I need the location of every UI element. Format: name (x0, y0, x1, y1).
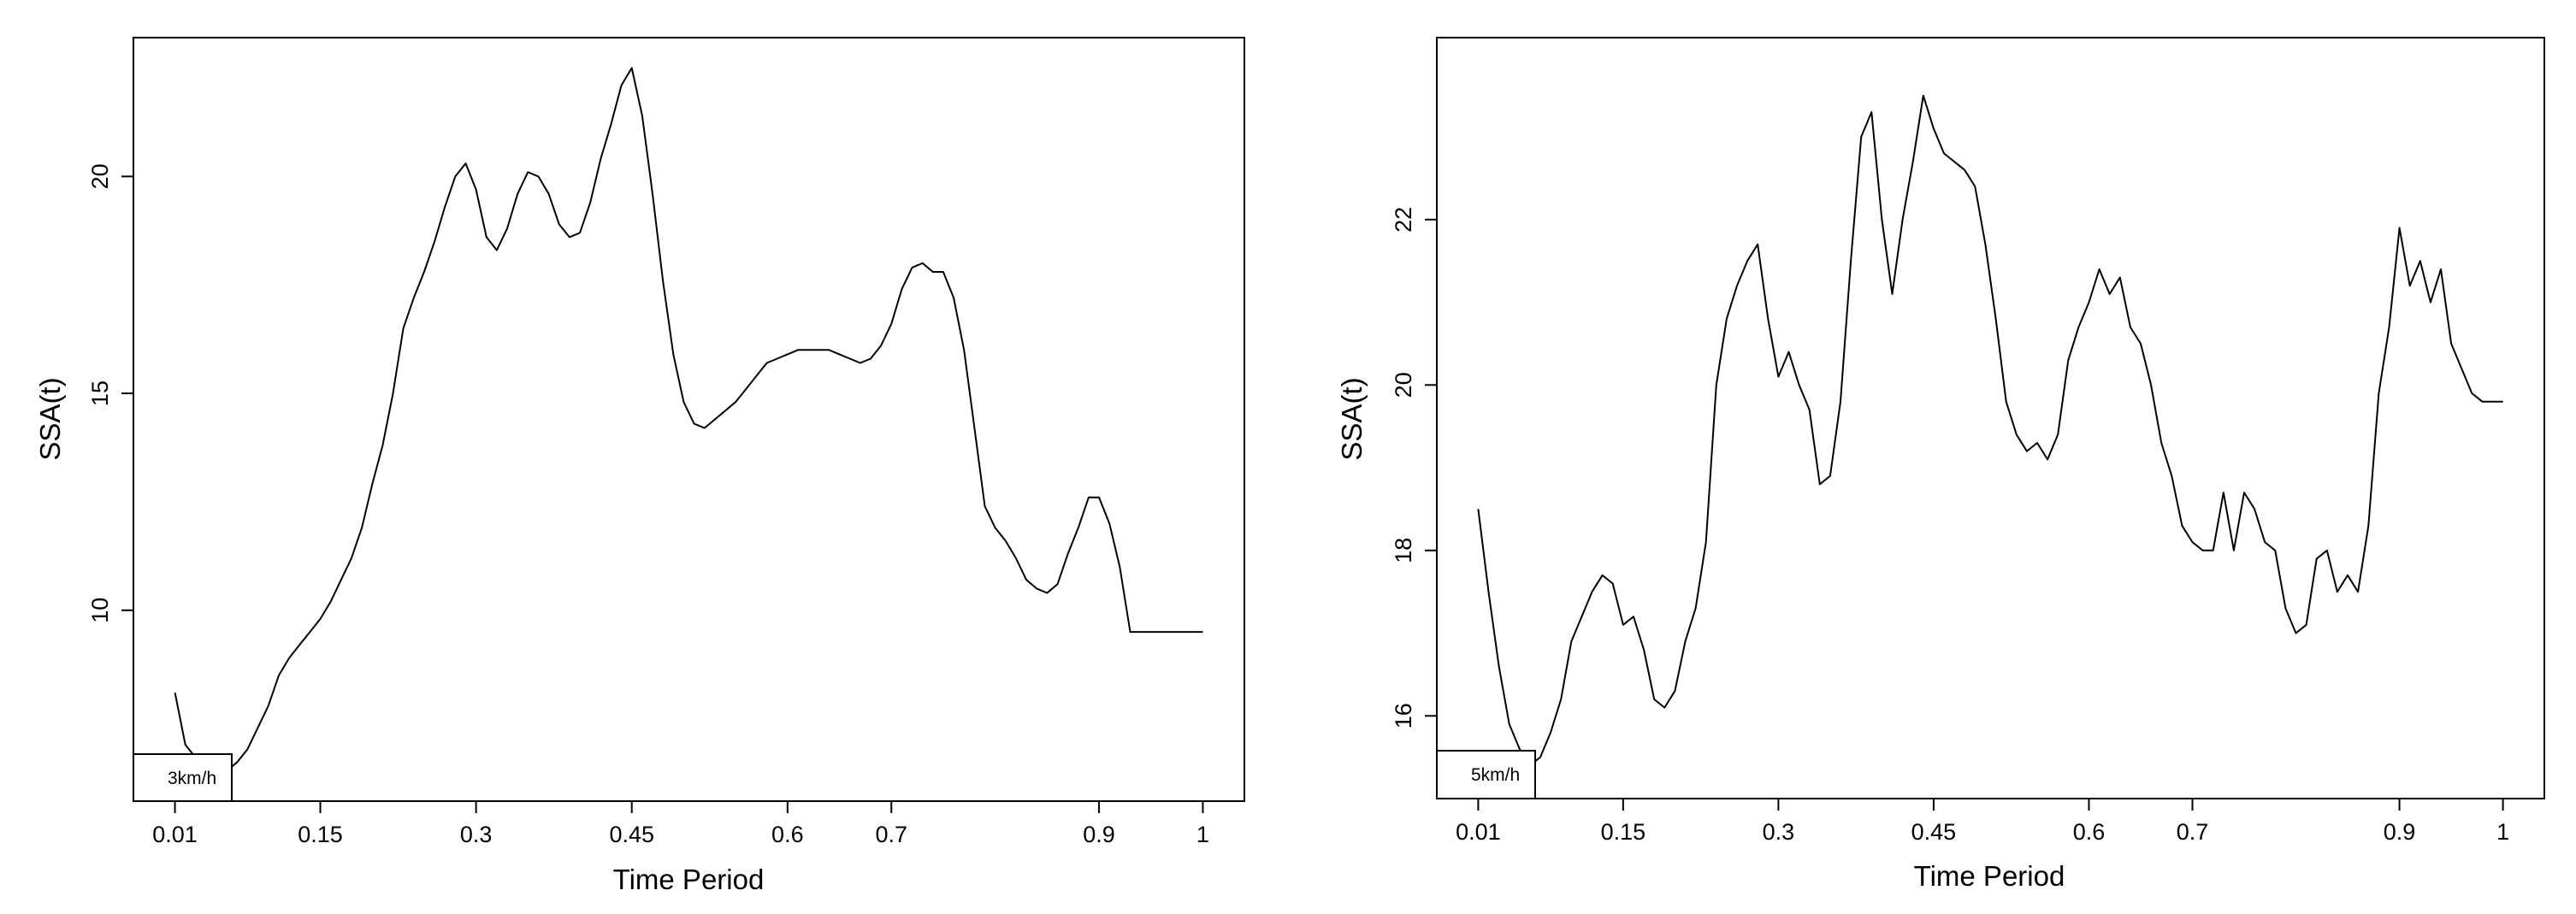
y-tick-label-left: 15 (87, 380, 113, 406)
x-tick-label-right: 0.45 (1911, 819, 1957, 845)
x-tick-label-right: 1 (2496, 819, 2509, 845)
x-axis-left: 0.01 0.15 0.3 0.45 0.6 0.7 0.9 1 (152, 801, 1209, 847)
x-tick-label-right: 0.7 (2177, 819, 2209, 845)
y-tick-label-right: 22 (1391, 207, 1416, 233)
series-line-right (1477, 94, 2503, 767)
y-tick-label-right: 16 (1391, 703, 1416, 728)
x-tick-label-left: 0.01 (152, 822, 198, 847)
y-axis-left: 10 15 20 (87, 163, 133, 623)
x-axis-label-left: Time Period (613, 864, 765, 895)
x-tick-label-left: 0.3 (460, 822, 493, 847)
legend-label-left: 3km/h (168, 769, 216, 788)
plot-frame-left (133, 37, 1245, 802)
x-tick-label-left: 0.6 (771, 822, 804, 847)
x-tick-label-left: 0.45 (609, 822, 654, 847)
x-tick-label-right: 0.01 (1456, 819, 1501, 845)
plot-frame-right (1436, 37, 2545, 799)
x-tick-label-left: 0.9 (1083, 822, 1115, 847)
x-tick-label-left: 0.15 (298, 822, 343, 847)
y-axis-right: 16 18 20 22 (1391, 207, 1437, 728)
x-tick-label-right: 0.9 (2384, 819, 2416, 845)
y-axis-label-right: SSA(t) (1336, 377, 1368, 460)
x-axis-right: 0.01 0.15 0.3 0.45 0.6 0.7 0.9 1 (1456, 799, 2509, 845)
x-tick-label-left: 0.7 (875, 822, 907, 847)
panel-left: 10 15 20 0.01 0.15 0.3 0.45 0.6 0.7 0.9 1 Time Pe… (34, 37, 1245, 895)
legend-box-right (1436, 750, 1536, 799)
x-tick-label-right: 0.6 (2073, 819, 2106, 845)
y-tick-label-left: 20 (87, 163, 113, 189)
x-tick-label-left: 1 (1196, 822, 1209, 847)
y-axis-label-left: SSA(t) (34, 377, 66, 460)
legend-label-right: 5km/h (1471, 765, 1520, 785)
series-line-left (174, 67, 1203, 772)
y-tick-label-left: 10 (87, 598, 113, 623)
y-tick-label-right: 18 (1391, 538, 1416, 563)
x-tick-label-right: 0.3 (1763, 819, 1795, 845)
y-tick-label-right: 20 (1391, 372, 1416, 398)
x-tick-label-right: 0.15 (1601, 819, 1646, 845)
legend-box-left (133, 753, 233, 802)
panel-right: 16 18 20 22 0.01 0.15 0.3 0.45 0.6 0.7 0.9 1 Time … (1336, 37, 2545, 892)
x-axis-label-right: Time Period (1914, 860, 2065, 892)
